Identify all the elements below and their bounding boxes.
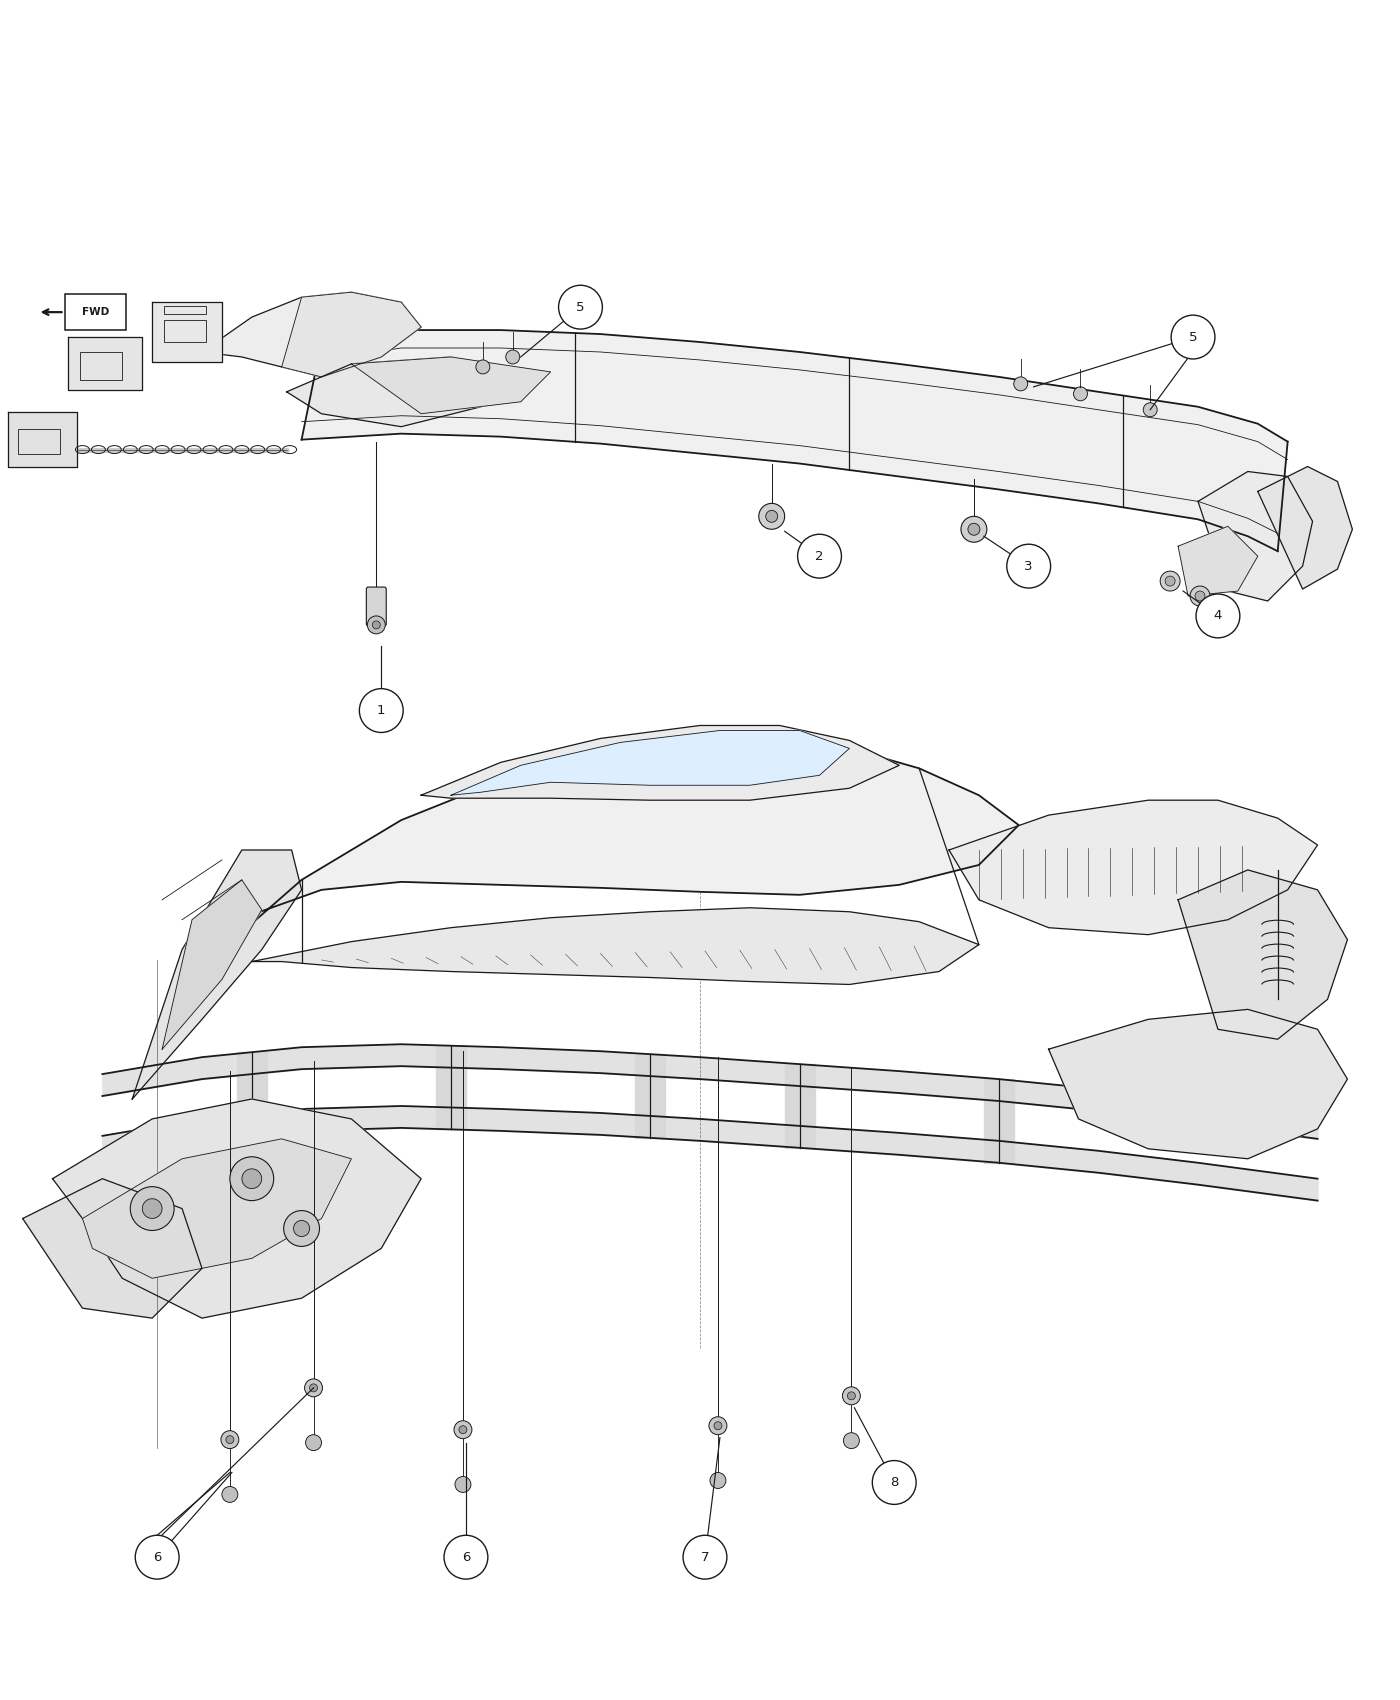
Circle shape	[294, 1221, 309, 1236]
Polygon shape	[1177, 870, 1347, 1039]
Text: 1: 1	[377, 704, 385, 717]
Polygon shape	[8, 411, 77, 466]
Text: 7: 7	[701, 1550, 710, 1564]
Circle shape	[710, 1472, 725, 1489]
Polygon shape	[162, 881, 262, 1049]
Circle shape	[683, 1535, 727, 1579]
Polygon shape	[984, 1080, 1014, 1163]
Polygon shape	[53, 1098, 421, 1318]
Circle shape	[505, 350, 519, 364]
Bar	[164, 320, 206, 342]
Circle shape	[284, 1210, 319, 1246]
Polygon shape	[22, 1178, 202, 1318]
Circle shape	[459, 1426, 468, 1433]
Circle shape	[221, 1431, 239, 1448]
Text: 5: 5	[577, 301, 585, 314]
Polygon shape	[784, 1064, 815, 1148]
Polygon shape	[351, 357, 550, 413]
Circle shape	[305, 1379, 322, 1397]
Bar	[18, 428, 60, 454]
Polygon shape	[281, 292, 421, 377]
Circle shape	[1074, 388, 1088, 401]
Circle shape	[309, 1384, 318, 1392]
Circle shape	[759, 503, 784, 529]
Circle shape	[136, 1535, 179, 1579]
Circle shape	[360, 688, 403, 733]
Circle shape	[476, 360, 490, 374]
Circle shape	[967, 524, 980, 536]
Circle shape	[1190, 586, 1210, 605]
Circle shape	[455, 1477, 470, 1493]
Bar	[80, 352, 122, 379]
Circle shape	[1172, 314, 1215, 359]
Polygon shape	[451, 731, 850, 796]
Text: 5: 5	[1189, 330, 1197, 343]
Bar	[164, 306, 206, 314]
Circle shape	[708, 1416, 727, 1435]
Polygon shape	[435, 1046, 466, 1129]
Circle shape	[798, 534, 841, 578]
Polygon shape	[1049, 1010, 1347, 1159]
Polygon shape	[83, 1139, 351, 1278]
Circle shape	[843, 1387, 861, 1404]
FancyBboxPatch shape	[64, 294, 126, 330]
FancyBboxPatch shape	[367, 586, 386, 626]
Circle shape	[230, 1156, 273, 1200]
Text: 8: 8	[890, 1476, 899, 1489]
Circle shape	[1161, 571, 1180, 592]
Circle shape	[305, 1435, 322, 1450]
Circle shape	[454, 1421, 472, 1438]
Polygon shape	[287, 357, 521, 427]
Circle shape	[143, 1198, 162, 1219]
Circle shape	[1007, 544, 1050, 588]
Polygon shape	[1198, 471, 1313, 602]
Circle shape	[1014, 377, 1028, 391]
Text: 2: 2	[815, 549, 823, 563]
Polygon shape	[132, 850, 301, 1098]
Polygon shape	[949, 801, 1317, 935]
Circle shape	[559, 286, 602, 330]
Circle shape	[960, 517, 987, 542]
Text: FWD: FWD	[81, 308, 109, 318]
Polygon shape	[223, 733, 1019, 950]
Polygon shape	[202, 292, 421, 377]
Text: 4: 4	[1214, 609, 1222, 622]
Polygon shape	[153, 303, 223, 362]
Circle shape	[225, 1436, 234, 1443]
Circle shape	[444, 1535, 487, 1579]
Polygon shape	[421, 726, 899, 801]
Circle shape	[1165, 576, 1175, 586]
Polygon shape	[67, 337, 143, 389]
Circle shape	[872, 1460, 916, 1504]
Circle shape	[714, 1421, 722, 1430]
Polygon shape	[252, 908, 979, 984]
Text: 6: 6	[153, 1550, 161, 1564]
Circle shape	[843, 1433, 860, 1448]
Circle shape	[1144, 403, 1158, 416]
Circle shape	[847, 1392, 855, 1399]
Circle shape	[372, 620, 381, 629]
Polygon shape	[237, 1052, 267, 1136]
Text: 6: 6	[462, 1550, 470, 1564]
Polygon shape	[636, 1054, 665, 1137]
Text: 3: 3	[1025, 559, 1033, 573]
Circle shape	[1196, 593, 1240, 638]
Circle shape	[1196, 592, 1205, 602]
Polygon shape	[301, 330, 1288, 551]
Circle shape	[766, 510, 777, 522]
Polygon shape	[1177, 527, 1257, 597]
Circle shape	[130, 1187, 174, 1231]
Circle shape	[223, 1486, 238, 1503]
Circle shape	[367, 615, 385, 634]
Polygon shape	[1257, 466, 1352, 588]
Circle shape	[242, 1170, 262, 1188]
